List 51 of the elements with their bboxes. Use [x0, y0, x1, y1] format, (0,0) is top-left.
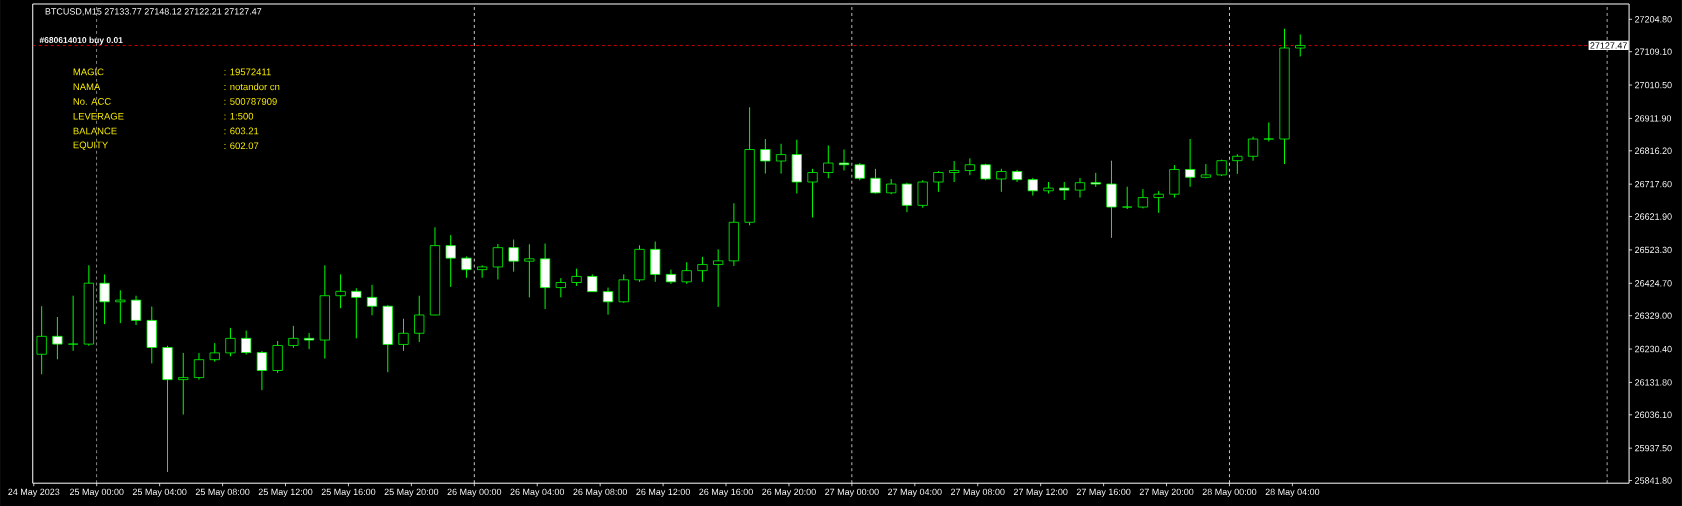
x-tick-label: 25 May 16:00: [321, 488, 376, 497]
x-tick-label: 25 May 04:00: [132, 488, 187, 497]
x-tick-label: 26 May 04:00: [510, 488, 565, 497]
y-tick-label: 26621.90: [1635, 213, 1672, 220]
annotation: LEVERAGE: [73, 112, 124, 120]
y-tick-label: 25937.50: [1635, 444, 1672, 452]
annotation: NAMA: [73, 83, 101, 90]
y-tick-label: 25841.80: [1635, 477, 1672, 484]
x-tick-label: 25 May 00:00: [69, 488, 124, 497]
annotation: : 500787909: [224, 97, 277, 105]
y-tick-label: 26036.10: [1635, 411, 1672, 418]
y-tick-label: 26131.80: [1635, 379, 1672, 386]
y-tick-label: 27204.80: [1635, 16, 1672, 23]
x-tick-label: 25 May 12:00: [258, 488, 313, 497]
y-tick-label: 27109.10: [1635, 48, 1672, 55]
x-tick-label: 28 May 00:00: [1202, 488, 1257, 497]
y-tick-label: 26329.00: [1635, 312, 1672, 319]
y-tick-label: 26717.60: [1635, 180, 1672, 188]
annotation: MAGIC: [73, 68, 104, 76]
annotation: BALANCE: [73, 127, 117, 135]
x-tick-label: 24 May 2023: [8, 488, 60, 497]
x-tick-label: 26 May 00:00: [447, 488, 502, 497]
x-tick-label: 26 May 16:00: [699, 488, 753, 497]
x-tick-label: 27 May 08:00: [950, 488, 1005, 497]
ref-line-label: 27127.47: [1590, 42, 1627, 49]
y-tick-label: 26523.30: [1635, 246, 1672, 254]
y-tick-label: 26424.70: [1635, 280, 1672, 287]
annotation: : notandor cn: [224, 83, 280, 91]
chart-title: BTCUSD,M15 27133.77 27148.12 27122.21 27127.47: [45, 8, 262, 16]
annotation: : 603.21: [224, 127, 259, 135]
annotation: : 602.07: [224, 142, 259, 150]
x-tick-label: 25 May 20:00: [384, 488, 439, 497]
x-tick-label: 26 May 12:00: [636, 488, 690, 497]
x-tick-label: 28 May 04:00: [1265, 488, 1320, 497]
x-tick-label: 27 May 12:00: [1013, 488, 1068, 497]
annotation: : 1:500: [224, 112, 254, 120]
y-tick-label: 26230.40: [1635, 345, 1672, 353]
x-tick-label: 27 May 00:00: [825, 488, 879, 497]
annotation: No. ACC: [73, 97, 111, 105]
x-tick-label: 27 May 04:00: [888, 488, 942, 497]
y-tick-label: 27010.50: [1635, 81, 1672, 89]
y-tick-label: 26816.20: [1635, 147, 1672, 154]
x-tick-label: 26 May 08:00: [573, 488, 628, 497]
annotation: #680614010 buy 0.01: [39, 36, 123, 45]
annotation: : 19572411: [224, 68, 271, 76]
x-tick-label: 26 May 20:00: [762, 488, 816, 497]
annotation: EQUITY: [73, 141, 108, 150]
y-tick-label: 26911.90: [1635, 115, 1672, 122]
x-tick-label: 27 May 16:00: [1076, 488, 1131, 497]
x-tick-label: 25 May 08:00: [195, 488, 250, 497]
x-tick-label: 27 May 20:00: [1139, 488, 1194, 497]
